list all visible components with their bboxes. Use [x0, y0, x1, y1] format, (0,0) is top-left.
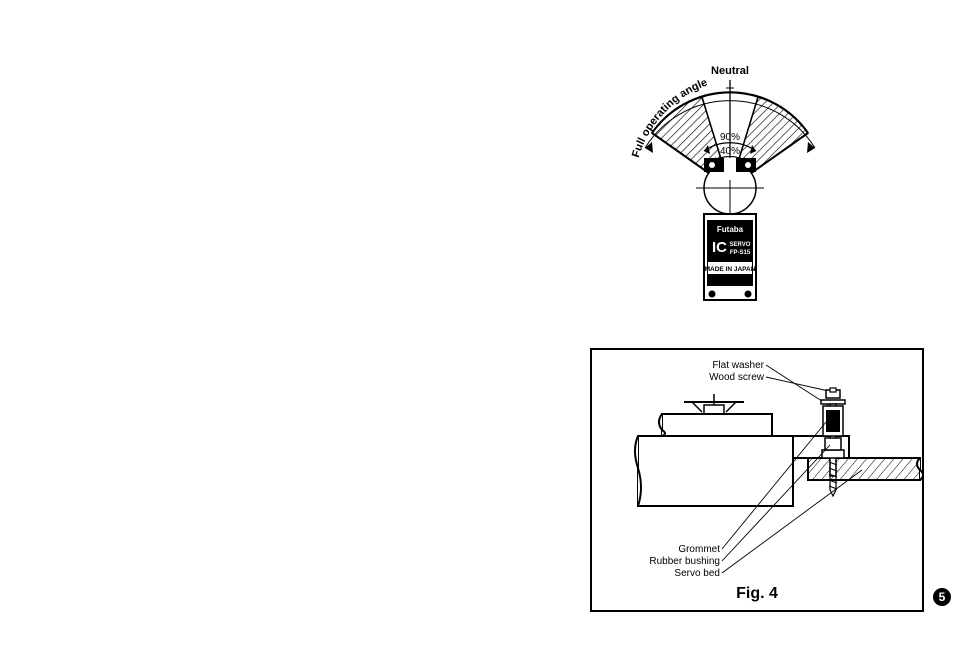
servo-mount-diagram: Flat washer Wood screw — [590, 348, 924, 612]
made-in-text: MADE IN JAPAN — [705, 266, 756, 273]
rubber-bushing-label: Rubber bushing — [649, 556, 720, 567]
svg-text:SERVO: SERVO — [730, 242, 751, 248]
wood-screw-label: Wood screw — [709, 372, 765, 383]
grommet-label: Grommet — [678, 544, 720, 555]
percent-90-label: 90% — [720, 132, 740, 143]
servo-angle-diagram: Futaba IC SERVO FP-S15 MADE IN JAPAN 90%… — [600, 60, 860, 320]
servo-bed-label: Servo bed — [674, 568, 720, 579]
ic-text: IC — [712, 239, 727, 256]
figure-caption: Fig. 4 — [736, 585, 778, 602]
model-text: FP-S15 — [730, 250, 751, 256]
percent-40-label: 40% — [720, 146, 740, 157]
brand-text: Futaba — [717, 225, 744, 234]
flat-washer-label: Flat washer — [712, 360, 764, 371]
page-number-badge: 5 — [933, 588, 951, 606]
neutral-label: Neutral — [711, 65, 749, 77]
